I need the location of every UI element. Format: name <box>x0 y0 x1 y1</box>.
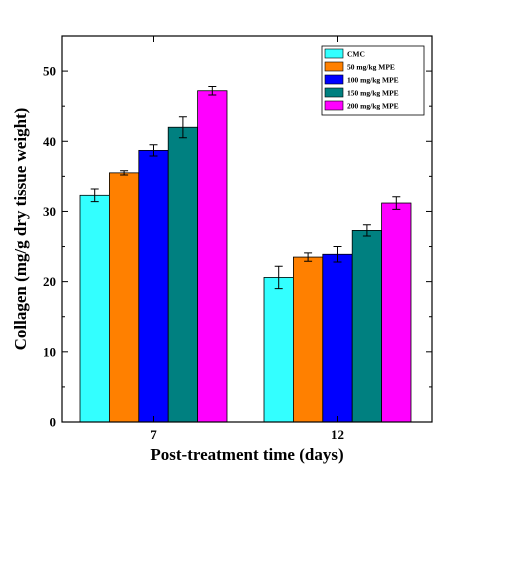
y-tick-label: 20 <box>43 274 56 289</box>
legend-swatch <box>324 100 344 111</box>
error-bar-12-5 <box>392 196 401 210</box>
bar-7-5 <box>197 90 228 423</box>
error-bar-12-3 <box>333 246 342 263</box>
legend-swatch <box>324 61 344 72</box>
error-bars-layer <box>90 86 401 290</box>
y-tick-label: 0 <box>50 415 57 430</box>
error-bar-12-2 <box>304 252 313 262</box>
bar-12-4 <box>351 230 383 423</box>
error-bar-7-3 <box>149 144 158 157</box>
legend-swatch <box>324 48 344 59</box>
bar-7-3 <box>138 149 169 423</box>
bar-7-1 <box>79 194 110 423</box>
y-tick-label: 10 <box>43 344 56 359</box>
bars-layer <box>79 90 412 423</box>
x-axis-title: Post-treatment time (days) <box>150 445 343 464</box>
legend-swatch <box>324 74 344 85</box>
bar-12-1 <box>263 277 294 423</box>
x-axis: 7 12 <box>150 36 344 442</box>
legend-label: 150 mg/kg MPE <box>347 89 399 98</box>
y-axis-title: Collagen (mg/g dry tissue weight) <box>11 108 30 351</box>
y-tick-label: 40 <box>43 134 56 149</box>
error-bar-12-1 <box>274 265 283 290</box>
y-tick-label: 30 <box>43 204 56 219</box>
error-bar-7-5 <box>208 86 217 96</box>
x-tick-label: 12 <box>331 427 344 442</box>
bar-12-5 <box>381 202 412 423</box>
bar-12-2 <box>292 256 324 423</box>
legend-label: 200 mg/kg MPE <box>347 102 399 111</box>
y-tick-label: 50 <box>43 64 56 79</box>
legend-label: 100 mg/kg MPE <box>347 76 399 85</box>
legend-label: 50 mg/kg MPE <box>347 63 395 72</box>
error-bar-12-4 <box>362 224 371 237</box>
legend-swatch <box>324 87 344 98</box>
bar-7-4 <box>167 126 198 423</box>
legend-label: CMC <box>347 50 365 59</box>
error-bar-7-2 <box>120 170 129 176</box>
legend: CMC 50 mg/kg MPE 100 mg/kg MPE 150 mg/kg MP… <box>321 45 425 116</box>
error-bar-7-4 <box>178 116 187 139</box>
error-bar-7-1 <box>90 188 99 203</box>
y-axis: 0 10 20 30 40 50 <box>43 64 432 430</box>
bar-12-3 <box>322 253 353 423</box>
bar-7-2 <box>109 172 140 423</box>
plot-frame <box>61 35 433 423</box>
x-tick-label: 7 <box>150 427 157 442</box>
